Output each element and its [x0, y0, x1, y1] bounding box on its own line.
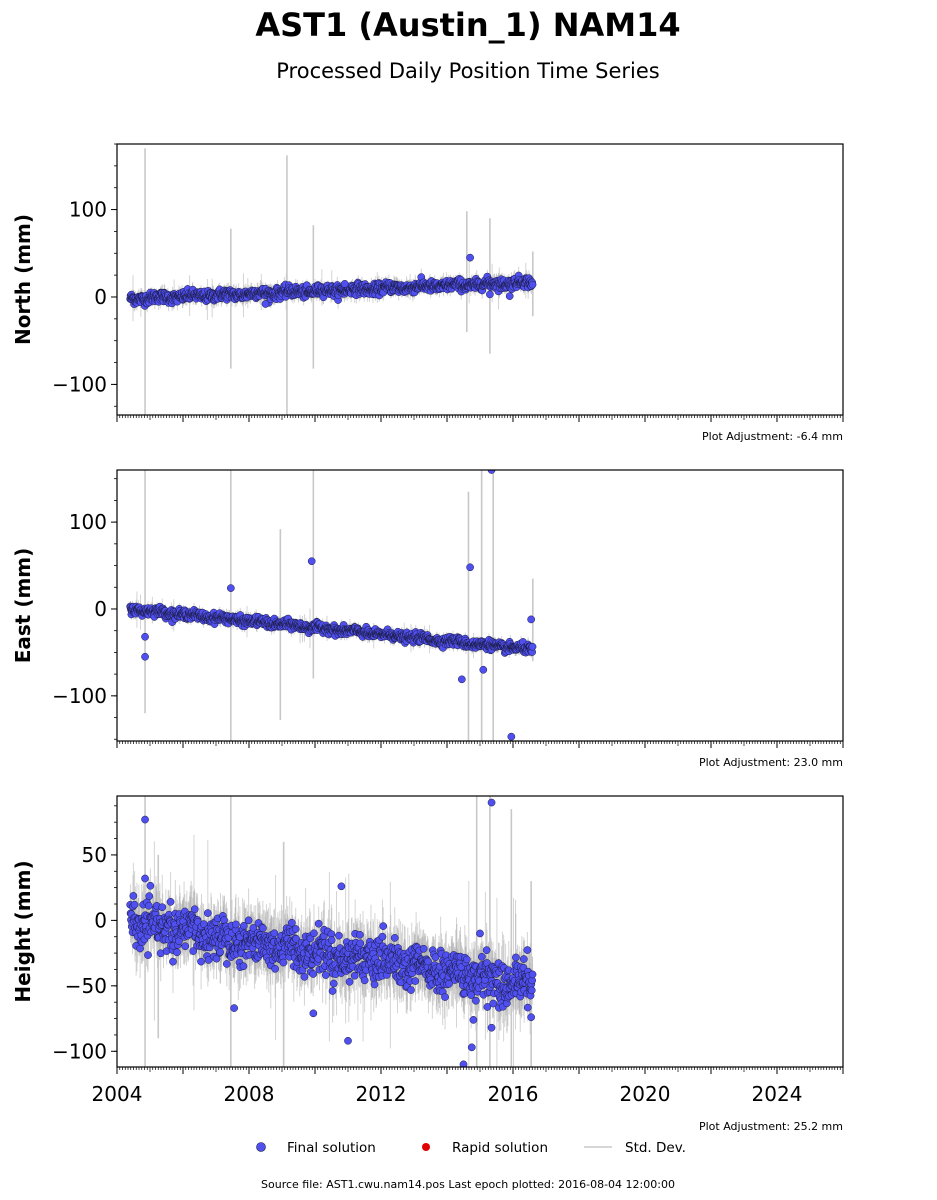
- final-solution-outlier: [466, 253, 474, 262]
- y-tick-label: 100: [69, 510, 107, 534]
- final-solution-point: [528, 642, 537, 651]
- y-tick-label: −100: [52, 372, 107, 396]
- final-solution-point: [528, 280, 537, 289]
- plot-adjustment-label: Plot Adjustment: 23.0 mm: [699, 756, 843, 769]
- plot-area: [126, 796, 537, 1067]
- final-solution-outlier: [479, 665, 488, 674]
- y-tick-label: −100: [52, 684, 107, 708]
- plot-frame: [116, 469, 844, 742]
- final-solution-outlier: [458, 675, 466, 684]
- figure-title: AST1 (Austin_1) NAM14: [255, 6, 680, 44]
- panel-east: −100 0 100 East (mm) Plot Adjustment: 23.0 m…: [11, 469, 844, 769]
- final-solution-outlier: [141, 652, 149, 661]
- final-solution-outlier: [487, 470, 496, 474]
- final-solution-outlier: [505, 292, 514, 300]
- final-solution-outlier: [507, 732, 516, 741]
- plot-adjustment-label: Plot Adjustment: -6.4 mm: [702, 430, 843, 443]
- panels-group: −100 0 100 North (mm) Plot Adjustment: -6.4 …: [11, 143, 844, 1133]
- final-solution-outlier: [486, 290, 494, 299]
- y-axis-label: East (mm): [11, 548, 35, 664]
- figure-subtitle: Processed Daily Position Time Series: [276, 59, 660, 83]
- plot-area: [126, 148, 537, 415]
- panel-north: −100 0 100 North (mm) Plot Adjustment: -6.4 …: [11, 143, 844, 443]
- plot-area: [126, 470, 537, 741]
- final-solution-outlier: [261, 300, 270, 308]
- final-solution-outlier: [340, 280, 349, 288]
- y-tick-label: 100: [69, 198, 107, 222]
- final-solution-outlier: [527, 615, 536, 624]
- final-solution-outlier: [307, 557, 316, 566]
- y-tick-label: 0: [94, 597, 107, 621]
- y-axis-label: North (mm): [11, 214, 35, 345]
- final-solution-outlier: [466, 563, 474, 572]
- y-tick-label: 0: [94, 285, 107, 309]
- final-solution-outlier: [141, 632, 149, 641]
- final-solution-outlier: [227, 584, 235, 592]
